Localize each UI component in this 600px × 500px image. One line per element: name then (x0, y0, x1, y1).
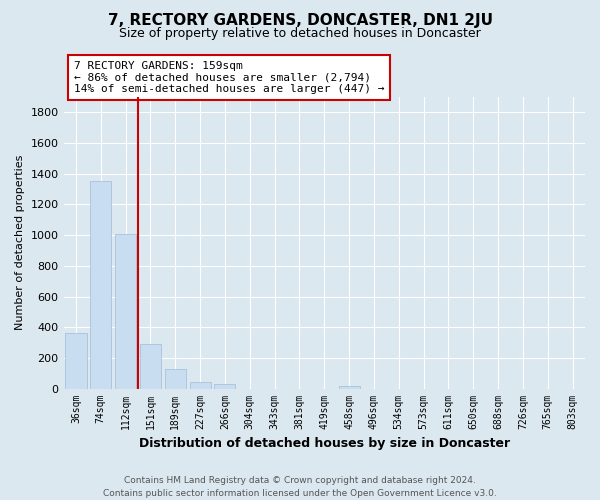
Bar (140, 344, 161, 389)
Bar (65, 334, 86, 388)
Text: 7 RECTORY GARDENS: 159sqm
← 86% of detached houses are smaller (2,794)
14% of se: 7 RECTORY GARDENS: 159sqm ← 86% of detac… (74, 61, 385, 94)
Text: Contains HM Land Registry data © Crown copyright and database right 2024.
Contai: Contains HM Land Registry data © Crown c… (103, 476, 497, 498)
Bar (115, 234, 136, 388)
Y-axis label: Number of detached properties: Number of detached properties (15, 155, 25, 330)
Bar (190, 382, 211, 388)
Text: 7, RECTORY GARDENS, DONCASTER, DN1 2JU: 7, RECTORY GARDENS, DONCASTER, DN1 2JU (107, 12, 493, 28)
Bar (165, 368, 186, 388)
X-axis label: Distribution of detached houses by size in Doncaster: Distribution of detached houses by size … (139, 437, 510, 450)
Bar (214, 384, 235, 388)
Bar (338, 386, 359, 388)
Text: Size of property relative to detached houses in Doncaster: Size of property relative to detached ho… (119, 28, 481, 40)
Bar (90, 182, 112, 388)
